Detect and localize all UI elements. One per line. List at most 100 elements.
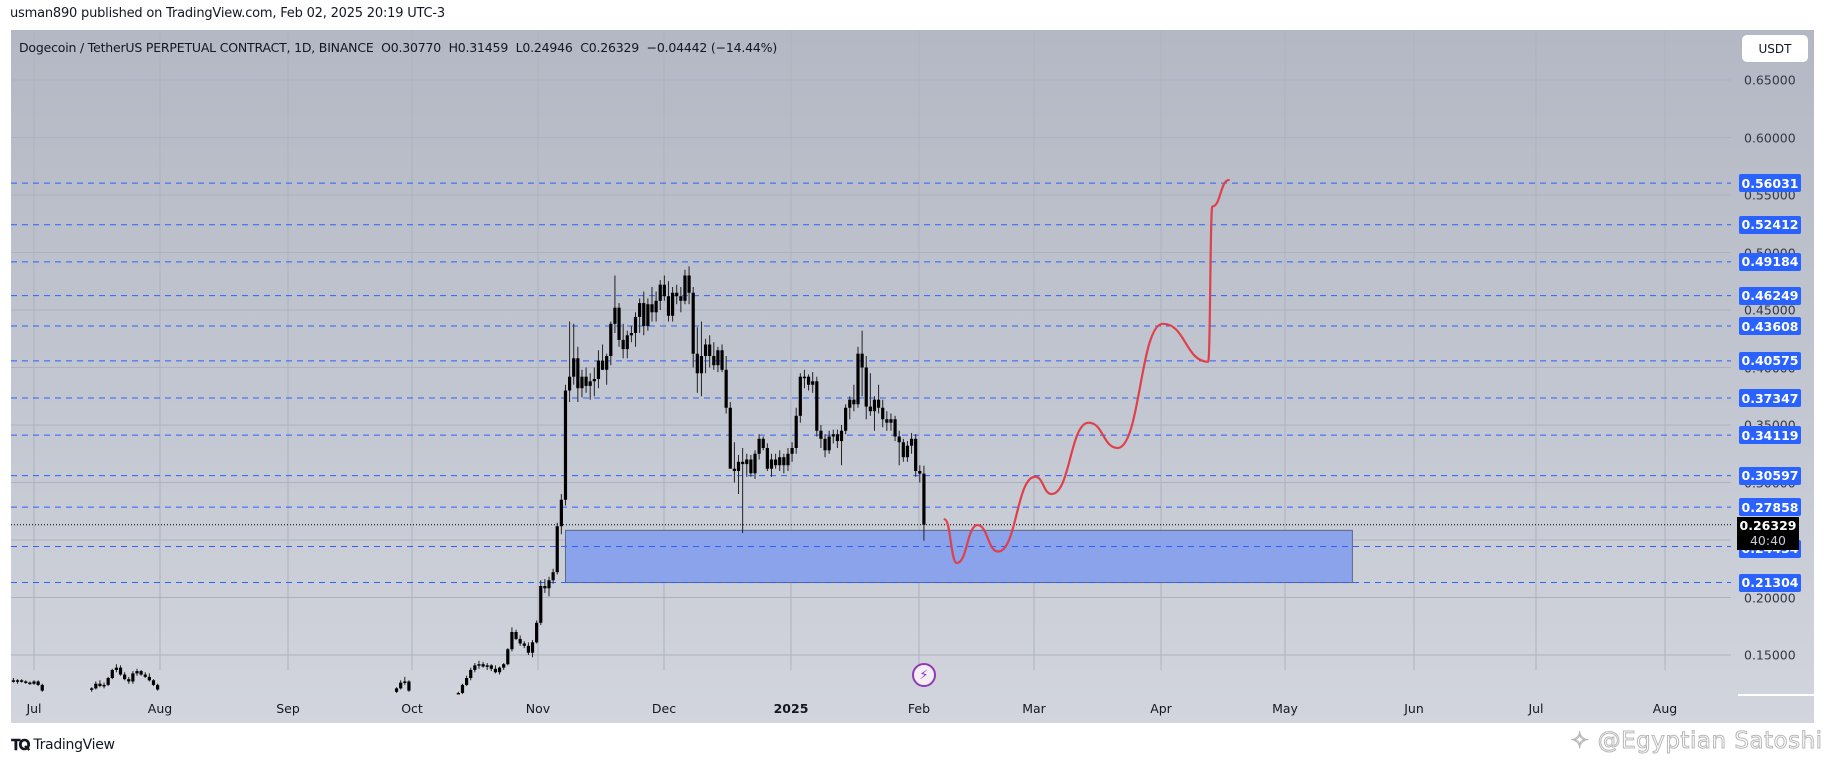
time-tick: Aug xyxy=(1652,701,1678,716)
candle xyxy=(922,465,926,541)
candle xyxy=(728,402,732,469)
time-tick: Sep xyxy=(276,701,300,716)
candle xyxy=(576,346,580,402)
candle xyxy=(502,663,506,670)
candle xyxy=(914,434,918,477)
candle xyxy=(580,369,584,398)
time-tick: Dec xyxy=(651,701,677,716)
candle xyxy=(600,344,605,370)
support-zone-box[interactable] xyxy=(564,529,1353,584)
candle xyxy=(131,671,135,684)
candle xyxy=(774,453,778,469)
candle xyxy=(666,281,671,322)
price-tick: 0.20000 xyxy=(1744,590,1796,605)
candle xyxy=(699,321,704,397)
candle xyxy=(633,312,638,347)
time-tick: Jul xyxy=(26,701,42,716)
candle xyxy=(156,683,160,691)
watermark-text: @Egyptian Satoshi xyxy=(1597,728,1823,755)
candle xyxy=(617,303,621,347)
candle xyxy=(469,667,473,681)
candle xyxy=(40,683,44,692)
level-price-label[interactable]: 0.40575 xyxy=(1739,351,1801,370)
candle xyxy=(510,627,514,652)
candle xyxy=(526,642,530,655)
candle xyxy=(114,664,118,673)
candle xyxy=(543,579,547,593)
candle xyxy=(563,384,568,506)
candle xyxy=(535,620,539,644)
candle xyxy=(559,494,563,535)
candle xyxy=(856,346,860,408)
level-price-label[interactable]: 0.37347 xyxy=(1739,389,1801,407)
candle xyxy=(592,367,596,397)
candle xyxy=(736,454,741,494)
candle xyxy=(658,280,662,310)
level-price-label[interactable]: 0.27858 xyxy=(1739,498,1801,517)
candle xyxy=(782,453,786,474)
candle xyxy=(460,683,465,695)
candle xyxy=(139,669,143,676)
candle xyxy=(712,342,716,370)
currency-button[interactable]: USDT xyxy=(1742,35,1808,62)
price-tick: 0.65000 xyxy=(1744,72,1796,88)
candle xyxy=(848,396,852,420)
candle xyxy=(506,648,510,666)
candle xyxy=(403,676,407,685)
candle xyxy=(94,681,98,690)
candle xyxy=(872,396,877,431)
tradingview-brand: TradingView xyxy=(33,737,115,753)
candle xyxy=(477,660,481,669)
level-price-label[interactable]: 0.49184 xyxy=(1739,252,1801,271)
candle xyxy=(638,298,642,333)
level-price-label[interactable]: 0.30597 xyxy=(1739,466,1801,485)
candle xyxy=(889,413,893,431)
candle xyxy=(905,441,910,462)
candle xyxy=(852,384,856,412)
candle xyxy=(757,434,761,460)
candle xyxy=(485,663,489,670)
candle xyxy=(24,680,28,684)
candle xyxy=(456,691,460,695)
candle xyxy=(827,430,831,454)
candle xyxy=(110,668,114,680)
candle xyxy=(20,679,24,683)
level-price-label[interactable]: 0.46249 xyxy=(1739,286,1801,305)
current-price-label: 0.26329 40:40 xyxy=(1737,517,1799,550)
level-price-label[interactable]: 0.52412 xyxy=(1739,215,1801,234)
candle xyxy=(741,448,745,534)
candle xyxy=(11,678,15,683)
candle xyxy=(28,681,32,685)
level-price-label[interactable]: 0.56031 xyxy=(1739,174,1801,193)
candle xyxy=(407,680,411,692)
time-tick: Jun xyxy=(1404,701,1424,716)
time-tick: Nov xyxy=(525,701,551,716)
time-tick: Jul xyxy=(1528,701,1544,716)
price-tick: 0.60000 xyxy=(1744,130,1796,145)
lightning-event-icon[interactable]: ⚡ xyxy=(912,663,936,687)
candle xyxy=(806,374,811,391)
candle xyxy=(473,663,477,673)
candle xyxy=(650,287,654,322)
candle xyxy=(15,679,20,684)
chart-panel[interactable]: Dogecoin / TetherUS PERPETUAL CONTRACT, … xyxy=(11,30,1814,723)
level-price-label[interactable]: 0.34119 xyxy=(1739,426,1801,445)
candle xyxy=(679,287,683,313)
candle xyxy=(897,430,901,466)
candle xyxy=(118,665,123,676)
candle xyxy=(32,680,36,685)
candle xyxy=(732,442,736,483)
candle xyxy=(790,442,794,462)
price-chart[interactable] xyxy=(11,30,1814,723)
level-price-label[interactable]: 0.21304 xyxy=(1739,573,1801,592)
candle xyxy=(551,568,555,584)
price-tick: 0.45000 xyxy=(1744,302,1796,318)
projection-drawing[interactable] xyxy=(943,178,1230,565)
candle xyxy=(497,666,502,675)
level-price-label[interactable]: 0.43608 xyxy=(1739,317,1801,335)
candle xyxy=(123,672,127,681)
tradingview-logo[interactable]: 𝐓𝐐 TradingView xyxy=(11,736,115,754)
candle xyxy=(613,275,617,333)
candle xyxy=(481,661,485,668)
candle xyxy=(568,321,572,402)
